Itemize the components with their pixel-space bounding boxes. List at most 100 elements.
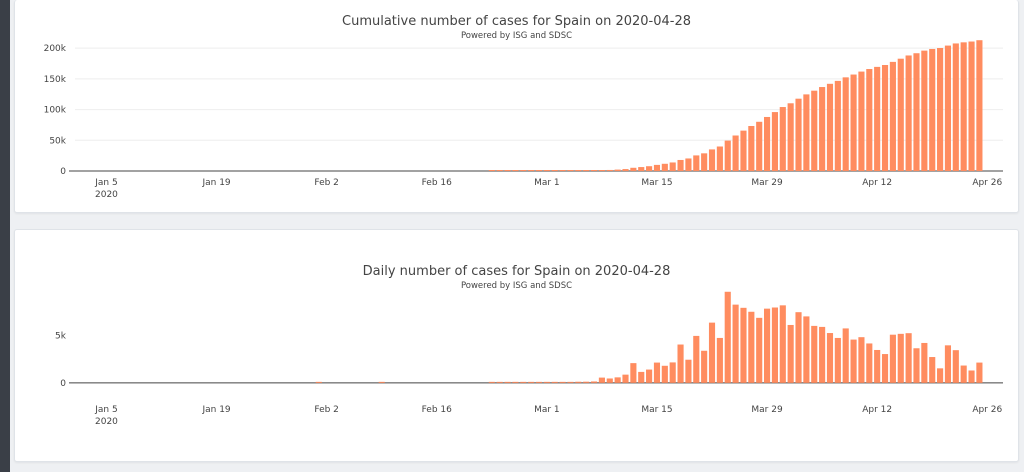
bar — [559, 170, 566, 171]
bar — [606, 378, 613, 383]
bar — [488, 170, 495, 171]
bar — [669, 162, 676, 171]
bar — [732, 304, 739, 383]
bar — [968, 370, 975, 383]
bar — [921, 50, 928, 171]
daily-chart: 0 5k Jan 5 2020 Jan 19 Feb 2 Feb 16 Mar 1 Mar 15… — [55, 291, 1003, 427]
y-tick-label: 100k — [44, 106, 67, 116]
x-tick-label: Jan 5 — [94, 405, 117, 415]
bar — [850, 339, 857, 383]
bar — [583, 381, 590, 383]
bar — [803, 316, 810, 383]
bar — [551, 170, 558, 171]
bar — [732, 135, 739, 171]
bar — [693, 155, 700, 171]
bar — [638, 167, 645, 171]
bar — [779, 107, 786, 171]
bar — [488, 381, 495, 383]
bar — [535, 381, 543, 383]
bar — [889, 334, 896, 383]
x-tick-label: Mar 15 — [641, 405, 672, 415]
bar — [520, 381, 527, 383]
bar — [614, 169, 621, 171]
bar — [764, 116, 771, 171]
chart-subtitle: Powered by ISG and SDSC — [460, 281, 573, 291]
bar — [937, 48, 944, 172]
x-tick-label: Mar 1 — [534, 405, 560, 415]
bar — [913, 53, 920, 172]
bar — [543, 170, 550, 171]
bar — [590, 170, 598, 171]
bar — [575, 381, 582, 383]
bar — [944, 45, 952, 171]
bar — [960, 365, 967, 383]
bar — [748, 311, 755, 383]
bar — [811, 325, 818, 383]
bar — [826, 333, 834, 383]
bar — [850, 74, 857, 171]
bar — [724, 140, 731, 171]
bar — [952, 43, 959, 172]
bar — [535, 170, 543, 171]
bar — [528, 381, 535, 383]
bar — [944, 345, 952, 383]
bar — [968, 41, 975, 171]
bar — [378, 381, 385, 383]
bar — [528, 170, 535, 171]
y-tick-label: 5k — [55, 332, 67, 342]
left-rail — [0, 0, 10, 472]
x-tick-label: Apr 26 — [972, 178, 1002, 188]
bar — [583, 170, 590, 171]
bar — [748, 126, 755, 171]
bar — [669, 362, 676, 383]
bar — [795, 98, 802, 171]
bar — [716, 337, 723, 383]
x-tick-label: Jan 19 — [201, 178, 230, 188]
bar — [551, 381, 558, 383]
bar — [693, 335, 700, 383]
y-tick-label: 0 — [60, 379, 66, 389]
x-tick-label: Mar 29 — [751, 178, 783, 188]
bar — [858, 337, 865, 383]
bar — [559, 381, 566, 383]
bar — [905, 55, 912, 171]
bar — [779, 305, 786, 383]
bar — [834, 80, 841, 171]
bar — [803, 94, 810, 171]
bar — [614, 377, 621, 383]
bar — [819, 326, 826, 383]
bar — [653, 164, 661, 171]
bar — [567, 381, 574, 383]
bar — [630, 167, 637, 171]
bar — [881, 354, 889, 383]
bar — [661, 163, 668, 171]
bar — [716, 146, 723, 171]
bar — [905, 333, 912, 383]
bar — [937, 368, 944, 383]
y-tick-label: 150k — [44, 75, 67, 85]
bar — [771, 307, 778, 383]
bar — [701, 350, 708, 383]
x-tick-label: Apr 26 — [972, 405, 1002, 415]
bar — [315, 381, 322, 383]
cumulative-chart: 0 50k 100k 150k 200k Jan 5 2020 Jan 19 Feb 2 Feb … — [44, 40, 1003, 200]
x-tick-label: Apr 12 — [862, 405, 892, 415]
bar — [787, 103, 794, 171]
bar — [897, 333, 904, 383]
bar — [598, 377, 605, 383]
x-tick-label: Feb 2 — [314, 405, 339, 415]
bar — [590, 381, 598, 383]
bar — [811, 90, 818, 171]
bar — [606, 169, 613, 171]
bar — [889, 61, 896, 171]
bar — [826, 83, 834, 171]
bar — [685, 359, 692, 383]
x-tick-year-label: 2020 — [95, 190, 118, 200]
bar — [771, 112, 778, 171]
x-tick-label: Mar 1 — [534, 178, 560, 188]
bar — [842, 328, 849, 383]
bar — [929, 48, 936, 171]
bar — [646, 369, 653, 383]
bar — [638, 371, 645, 383]
bar — [960, 42, 967, 171]
